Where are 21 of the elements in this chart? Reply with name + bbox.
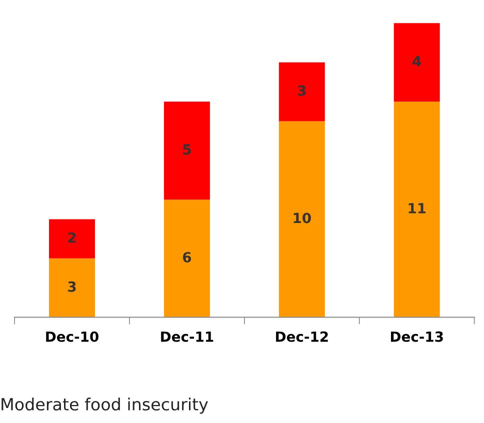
bar <box>278 62 325 122</box>
bar <box>49 219 95 258</box>
x-tick-label: Dec-11 <box>161 332 214 342</box>
x-tick-label: Dec-10 <box>46 331 98 342</box>
text: Moderate food insecurity <box>2 398 208 414</box>
bar <box>49 258 95 318</box>
data-label: 5 <box>183 144 191 155</box>
data-label: 4 <box>412 56 422 66</box>
data-label: 11 <box>408 203 426 214</box>
bar <box>278 121 325 318</box>
x-tick-label: Dec-13 <box>390 331 443 342</box>
data-label: 3 <box>68 281 76 292</box>
data-label: 3 <box>298 85 306 96</box>
x-tick-label: Dec-12 <box>276 331 328 342</box>
data-label: 10 <box>294 212 311 224</box>
bar <box>164 102 210 200</box>
bar <box>164 200 210 318</box>
data-label: 6 <box>182 252 192 262</box>
bar <box>394 102 440 318</box>
bar <box>394 23 440 102</box>
data-label: 2 <box>68 232 76 243</box>
